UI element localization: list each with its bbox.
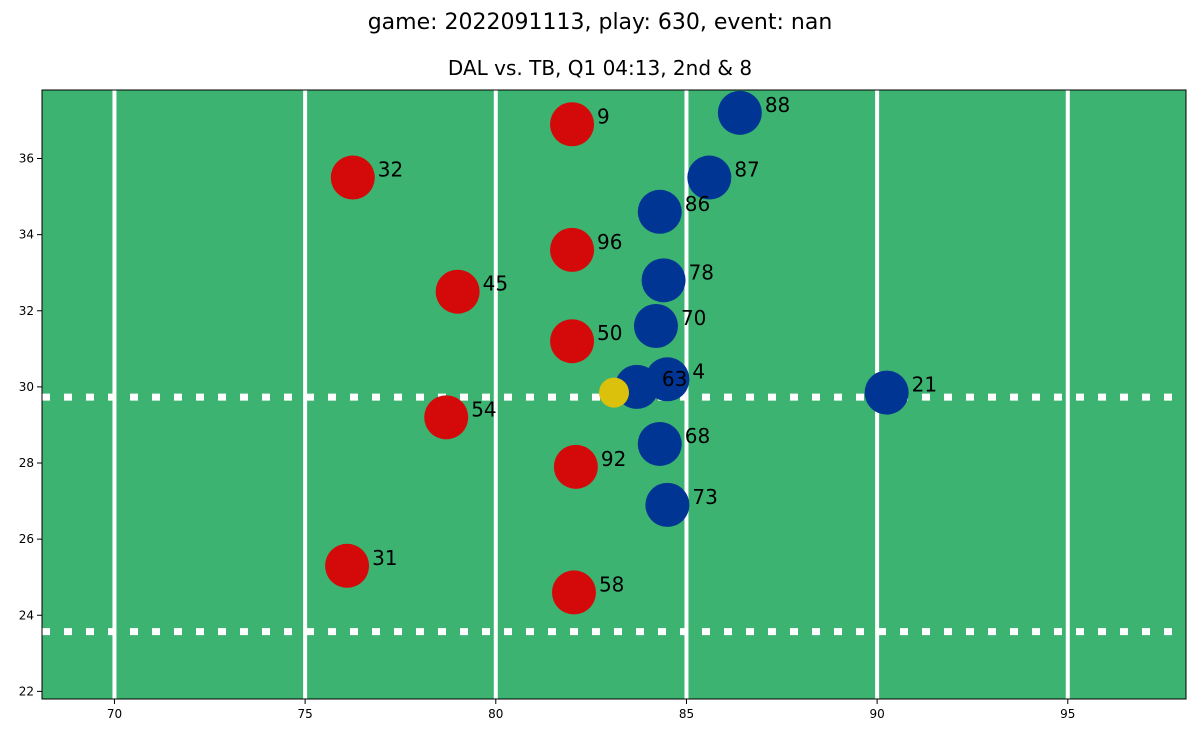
player-labels: 9 32 96 45 50 54 92 31 58 88 87 86 78 70 463 21 68 73 [372,93,937,597]
away-label-88: 88 [765,93,790,117]
y-tick-label-22: 22 [19,684,34,698]
home-label-92: 92 [601,447,626,471]
home-marker-54 [424,395,469,440]
away-label-70: 70 [681,306,706,330]
away-label-4: 4 [692,359,705,383]
away-label-63: 63 [662,367,687,391]
away-marker-70 [633,303,678,348]
football-marker [599,377,629,408]
home-label-32: 32 [378,158,403,182]
home-marker-96 [550,227,595,272]
y-tick-label-34: 34 [19,228,34,242]
away-marker-68 [637,421,682,466]
player-markers [325,90,909,615]
home-label-58: 58 [599,572,624,596]
y-tick-label-36: 36 [19,152,34,166]
away-label-78: 78 [689,260,714,284]
away-marker-86 [637,189,682,234]
y-axis-ticks: 22 24 26 28 30 32 34 36 [19,152,42,698]
x-tick-label-95: 95 [1060,707,1075,721]
home-marker-31 [325,543,370,588]
away-marker-87 [687,155,732,200]
x-tick-label-70: 70 [107,707,122,721]
y-tick-label-28: 28 [19,456,34,470]
home-marker-92 [553,444,598,489]
y-tick-label-24: 24 [19,608,34,622]
home-label-31: 31 [372,546,397,570]
away-label-87: 87 [734,158,759,182]
chart-title: game: 2022091113, play: 630, event: nan [367,10,833,35]
home-label-96: 96 [597,230,622,254]
home-marker-45 [435,269,480,314]
plot-frame [41,89,1187,700]
home-marker-9 [550,102,595,147]
away-marker-21 [864,370,909,415]
away-label-21: 21 [912,373,937,397]
x-tick-label-85: 85 [679,707,694,721]
y-tick-label-30: 30 [19,380,34,394]
home-marker-50 [550,319,595,364]
home-marker-58 [551,570,596,615]
home-label-45: 45 [483,272,508,296]
y-tick-label-26: 26 [19,532,34,546]
chart-subtitle: DAL vs. TB, Q1 04:13, 2nd & 8 [447,56,753,80]
x-tick-label-75: 75 [297,707,312,721]
y-tick-label-32: 32 [19,304,34,318]
away-marker-78 [641,258,686,303]
away-marker-73 [645,482,690,527]
away-marker-88 [717,90,762,135]
away-label-86: 86 [685,192,710,216]
x-axis-ticks: 70 75 80 85 90 95 [107,699,1075,721]
away-label-68: 68 [685,424,710,448]
home-label-50: 50 [597,321,622,345]
home-label-9: 9 [597,104,610,128]
away-label-73: 73 [692,485,717,509]
x-tick-label-80: 80 [488,707,503,721]
x-tick-label-90: 90 [869,707,884,721]
home-marker-32 [330,155,375,200]
home-label-54: 54 [471,397,496,421]
